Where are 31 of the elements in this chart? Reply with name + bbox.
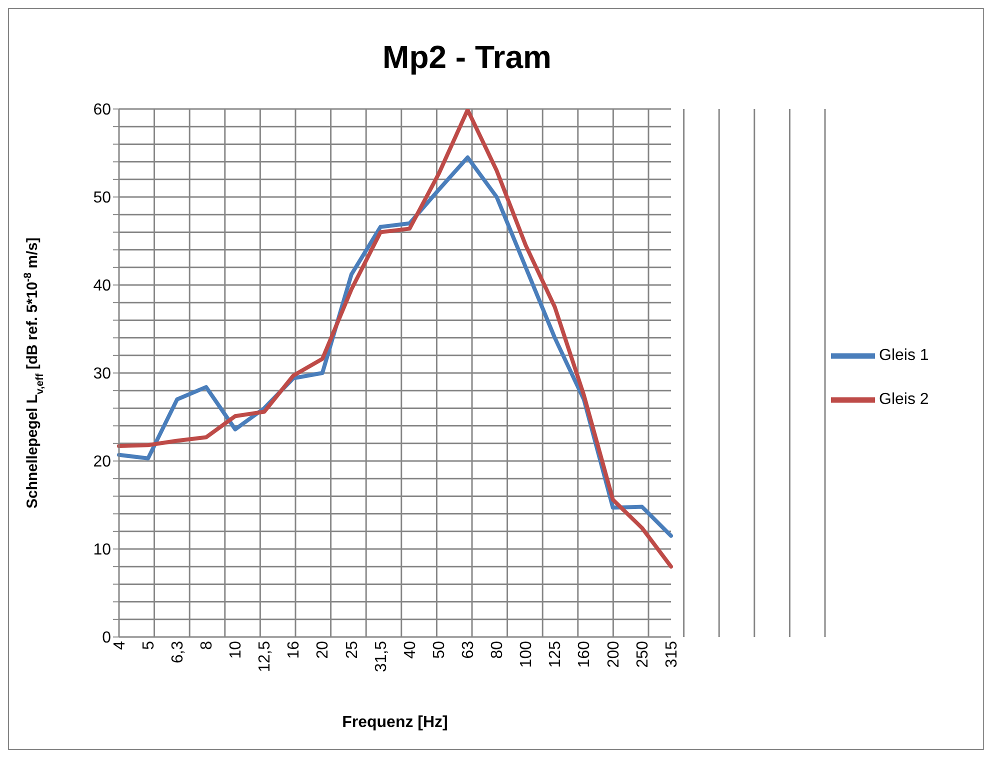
x-tick-label: 12,5	[256, 640, 274, 672]
y-tick-label: 30	[93, 366, 112, 383]
x-tick-label: 80	[489, 640, 506, 659]
x-tick-label: 20	[314, 640, 332, 659]
x-tick-label: 10	[228, 640, 245, 659]
x-tick-label: 40	[402, 640, 419, 659]
x-tick-label: 100	[518, 640, 536, 668]
x-tick-label: 250	[634, 640, 652, 668]
x-tick-label: 160	[576, 640, 594, 668]
y-tick-label: 20	[93, 454, 112, 471]
y-tick-label: 60	[93, 102, 112, 119]
legend-label: Gleis 2	[879, 391, 929, 408]
x-tick-label: 25	[344, 640, 361, 659]
x-tick-label: 63	[460, 640, 477, 659]
x-tick-label: 50	[430, 640, 448, 659]
x-tick-label: 16	[286, 640, 303, 659]
y-tick-label: 50	[93, 190, 112, 207]
chart-title: Mp2 - Tram	[382, 39, 552, 76]
legend-label: Gleis 1	[879, 347, 929, 364]
x-tick-label: 315	[663, 640, 680, 668]
y-tick-label: 10	[93, 542, 112, 559]
x-tick-label: 8	[198, 640, 216, 650]
x-tick-label: 31,5	[372, 640, 390, 672]
x-tick-label: 200	[605, 640, 622, 668]
y-tick-label: 0	[102, 630, 112, 647]
x-tick-label: 5	[140, 640, 158, 650]
x-tick-label: 4	[111, 640, 128, 650]
x-tick-label: 125	[547, 640, 564, 668]
x-tick-label: 6,3	[169, 640, 186, 664]
y-tick-label: 40	[93, 278, 112, 295]
x-axis-title: Frequenz [Hz]	[342, 714, 448, 731]
